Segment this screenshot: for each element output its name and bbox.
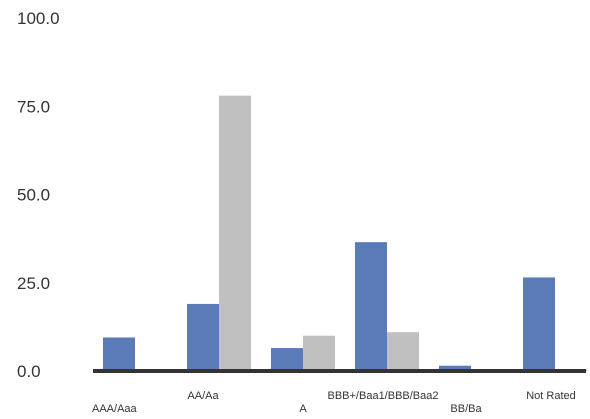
bar-series-2-2 — [219, 95, 251, 371]
bar-series-2-3 — [303, 335, 335, 371]
bar-series-2-4 — [387, 332, 419, 371]
y-tick-label: 25.0 — [17, 274, 50, 293]
x-axis-labels: AAA/Aaa AA/Aa A BBB+/Baa1/BBB/Baa2 BB/Ba Not … — [92, 390, 576, 415]
bar-series-1-1 — [103, 337, 135, 371]
x-category-label: BB/Ba — [450, 403, 482, 415]
x-category-label: AA/Aa — [187, 390, 219, 402]
bar-series-1-3 — [271, 348, 303, 371]
y-tick-label: 50.0 — [17, 186, 50, 205]
bar-series-1-4 — [355, 242, 387, 371]
x-category-label: AAA/Aaa — [92, 403, 138, 415]
y-tick-label: 75.0 — [17, 97, 50, 116]
y-axis-ticks: 0.0 25.0 50.0 75.0 100.0 — [17, 9, 60, 381]
bar-series-1-5 — [439, 365, 471, 371]
x-category-label: A — [299, 403, 307, 415]
y-tick-label: 100.0 — [17, 9, 60, 28]
x-category-label: BBB+/Baa1/BBB/Baa2 — [328, 390, 439, 402]
bar-series-1-6 — [523, 277, 555, 371]
y-tick-label: 0.0 — [17, 362, 41, 381]
x-category-label: Not Rated — [526, 390, 576, 402]
bars — [103, 95, 587, 371]
bar-series-1-2 — [187, 303, 219, 371]
